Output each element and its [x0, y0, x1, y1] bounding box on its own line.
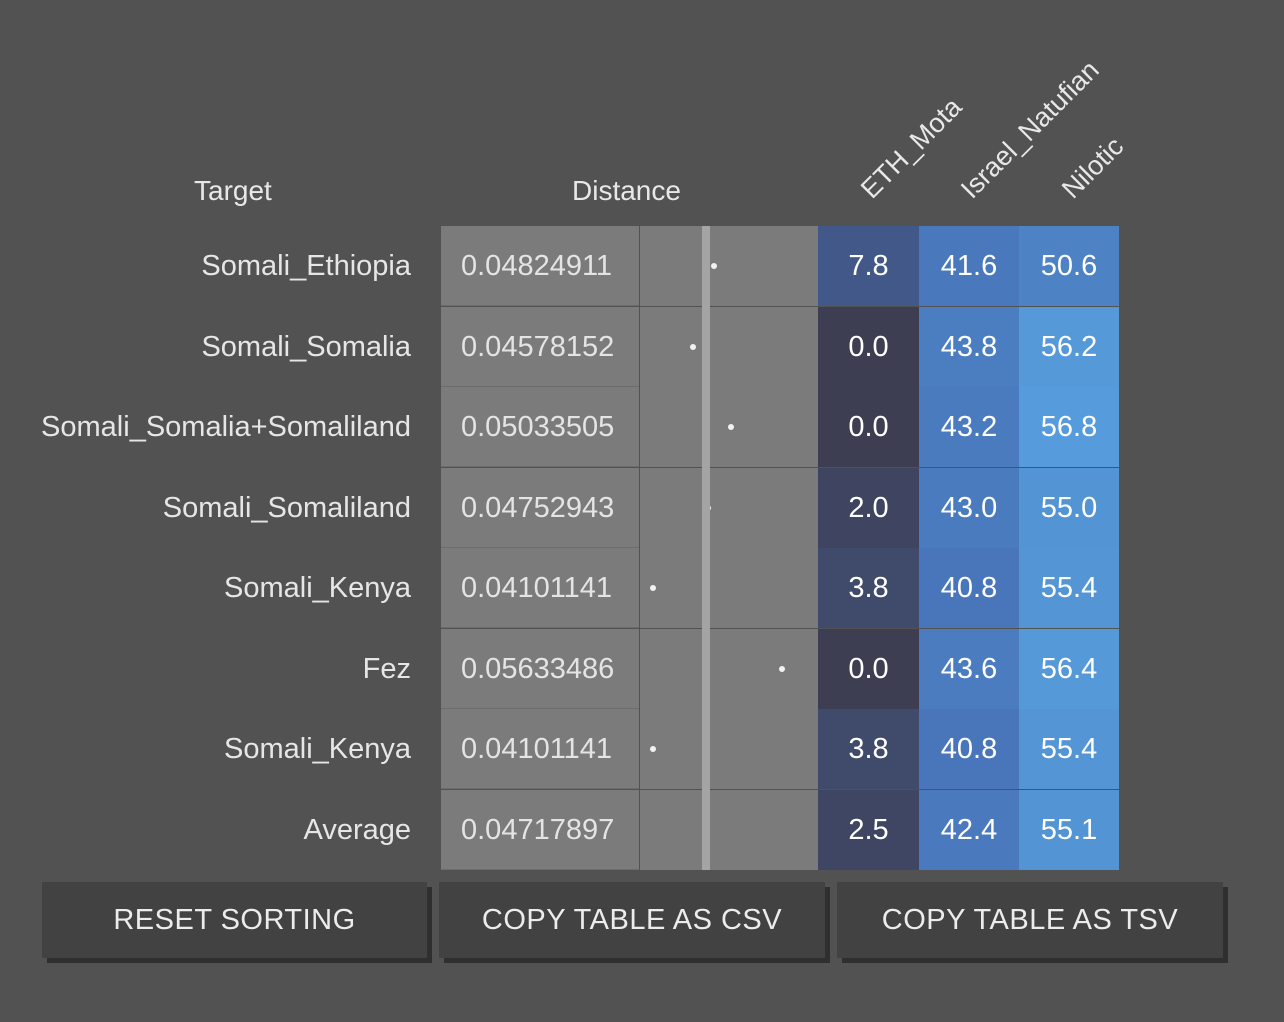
- value-cell-israel-natufian: 40.8: [919, 709, 1019, 789]
- reset-sorting-button[interactable]: RESET SORTING: [42, 882, 427, 958]
- value-cell-eth-mota: 0.0: [818, 628, 919, 709]
- target-column-header[interactable]: Target: [194, 175, 272, 206]
- target-name: Somali_Ethiopia: [201, 250, 411, 282]
- distance-plot-cell: [640, 789, 818, 870]
- distance-dot: [649, 585, 656, 591]
- value-cell-eth-mota: 0.0: [818, 306, 919, 387]
- distance-cell: 0.04824911: [441, 226, 639, 306]
- value-cell-israel-natufian: 42.4: [919, 789, 1019, 870]
- table-row: Somali_Somalia+Somaliland 0.05033505 0.0 43…: [0, 387, 1284, 468]
- distance-column-header[interactable]: Distance: [572, 175, 681, 206]
- value-cell-eth-mota: 3.8: [818, 548, 919, 628]
- value-cell-nilotic: 55.0: [1019, 467, 1119, 548]
- value-cell-nilotic: 56.8: [1019, 387, 1119, 467]
- target-name: Fez: [362, 652, 411, 685]
- distance-value: 0.04717897: [461, 813, 615, 846]
- value-cell-israel-natufian: 41.6: [919, 226, 1019, 306]
- distance-plot-cell: [640, 548, 818, 628]
- value-cell-israel-natufian: 43.8: [919, 306, 1019, 387]
- distance-value: 0.04101141: [461, 572, 613, 604]
- distance-value: 0.05033505: [461, 411, 615, 443]
- distance-plot-cell: [640, 628, 818, 709]
- distance-plot-cell: [640, 226, 818, 306]
- value-cell-nilotic: 55.1: [1019, 789, 1119, 870]
- value-cell-israel-natufian: 43.6: [919, 628, 1019, 709]
- column-header-eth-mota[interactable]: ETH_Mota: [855, 91, 968, 205]
- distance-cell: 0.04752943: [441, 467, 639, 548]
- value-cell-israel-natufian: 40.8: [919, 548, 1019, 628]
- value-cell-eth-mota: 2.0: [818, 467, 919, 548]
- table-row: Average 0.04717897 2.5 42.4 55.1: [0, 789, 1284, 871]
- value-cell-nilotic: 55.4: [1019, 709, 1119, 789]
- distance-value: 0.04101141: [461, 733, 613, 765]
- distance-cell: 0.05633486: [441, 628, 639, 709]
- distance-cell: 0.04101141: [441, 548, 639, 628]
- distance-cell: 0.05033505: [441, 387, 639, 467]
- target-name: Somali_Somalia+Somaliland: [41, 411, 411, 443]
- value-cell-eth-mota: 0.0: [818, 387, 919, 467]
- distance-dot: [779, 665, 786, 672]
- distance-dot: [728, 424, 735, 430]
- table-row: Somali_Kenya 0.04101141 3.8 40.8 55.4: [0, 709, 1284, 790]
- copy-tsv-button[interactable]: COPY TABLE AS TSV: [837, 882, 1223, 958]
- table-row: Somali_Somalia 0.04578152 0.0 43.8 56.2: [0, 306, 1284, 388]
- value-cell-nilotic: 50.6: [1019, 226, 1119, 306]
- distance-value: 0.04824911: [461, 250, 613, 282]
- value-cell-nilotic: 56.2: [1019, 306, 1119, 387]
- distance-plot-cell: [640, 467, 818, 548]
- value-cell-israel-natufian: 43.2: [919, 387, 1019, 467]
- target-name: Somali_Kenya: [224, 733, 411, 765]
- distance-plot-cell: [640, 306, 818, 387]
- value-cell-eth-mota: 3.8: [818, 709, 919, 789]
- target-name: Somali_Somaliland: [162, 491, 411, 524]
- distance-dot: [649, 746, 656, 752]
- distance-cell: 0.04578152: [441, 306, 639, 387]
- distance-dot: [710, 263, 717, 269]
- column-header-nilotic[interactable]: Nilotic: [1056, 131, 1130, 205]
- distance-dot: [689, 343, 696, 350]
- value-cell-israel-natufian: 43.0: [919, 467, 1019, 548]
- copy-csv-button[interactable]: COPY TABLE AS CSV: [439, 882, 825, 958]
- distance-value: 0.05633486: [461, 652, 615, 685]
- distance-cell: 0.04101141: [441, 709, 639, 789]
- value-cell-eth-mota: 2.5: [818, 789, 919, 870]
- table-row: Somali_Somaliland 0.04752943 2.0 43.0 55.0: [0, 467, 1284, 549]
- target-name: Somali_Somalia: [201, 330, 411, 363]
- target-name: Average: [303, 813, 412, 846]
- table-row: Somali_Ethiopia 0.04824911 7.8 41.6 50.6: [0, 226, 1284, 307]
- table-row: Somali_Kenya 0.04101141 3.8 40.8 55.4: [0, 548, 1284, 629]
- distance-plot-cell: [640, 709, 818, 789]
- target-name: Somali_Kenya: [224, 572, 411, 604]
- average-distance-line: [702, 226, 710, 870]
- distance-value: 0.04578152: [461, 330, 615, 363]
- distance-cell: 0.04717897: [441, 789, 639, 870]
- value-cell-nilotic: 55.4: [1019, 548, 1119, 628]
- value-cell-nilotic: 56.4: [1019, 628, 1119, 709]
- table-row: Fez 0.05633486 0.0 43.6 56.4: [0, 628, 1284, 710]
- distance-plot-cell: [640, 387, 818, 467]
- value-cell-eth-mota: 7.8: [818, 226, 919, 306]
- distance-value: 0.04752943: [461, 491, 615, 524]
